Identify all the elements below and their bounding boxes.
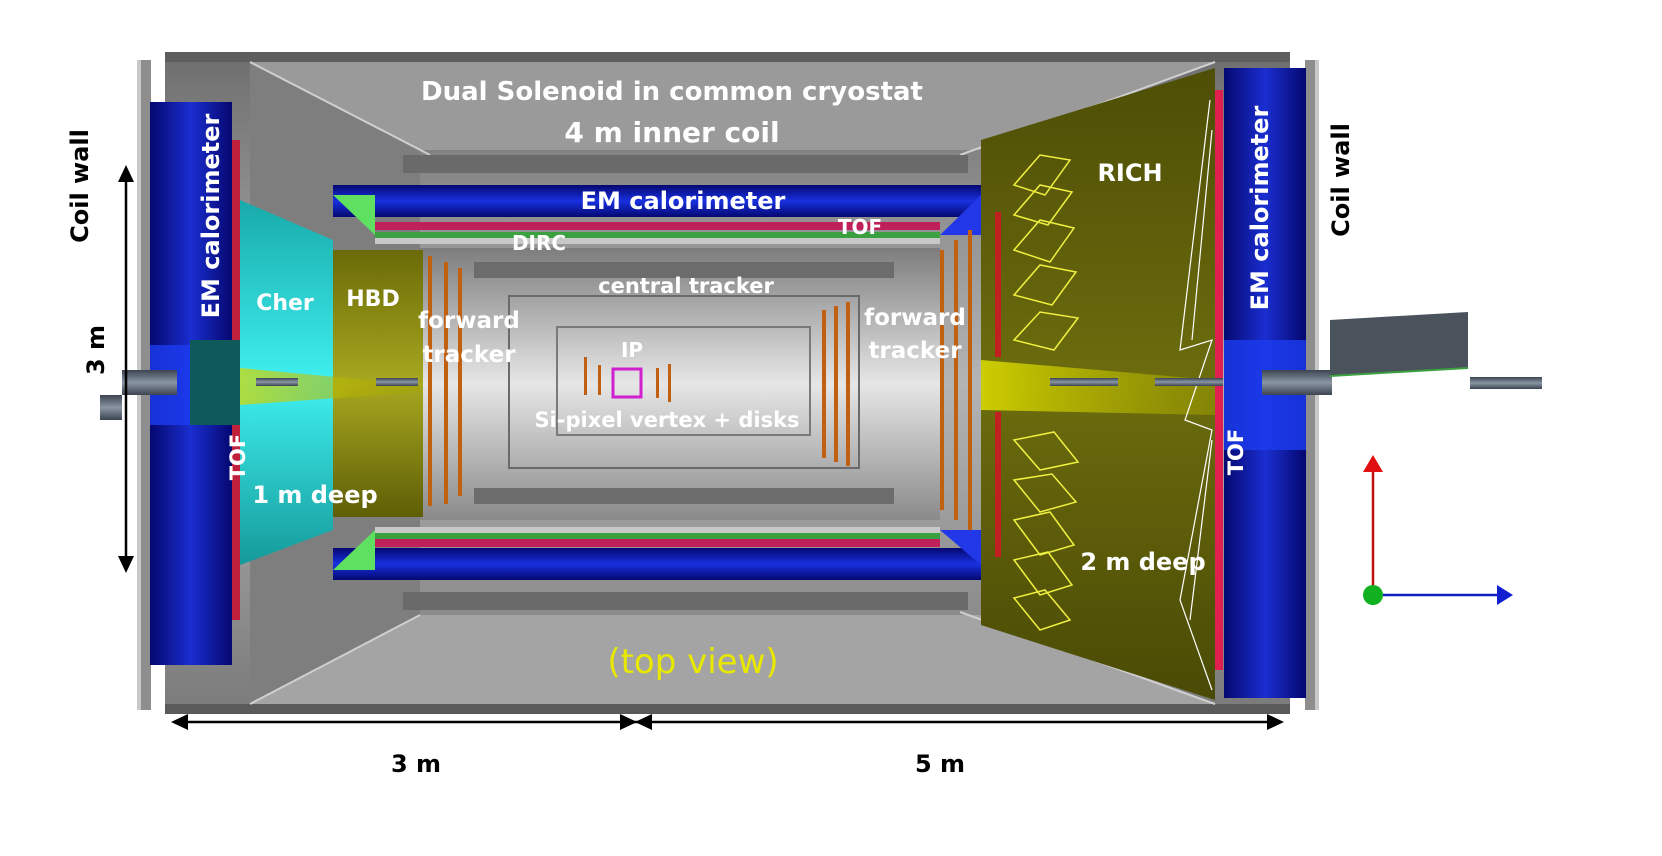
si-pixel-vertex [584, 357, 671, 402]
inner-cherenkov-block [190, 340, 240, 425]
dirc-label: DIRC [512, 231, 566, 255]
central-tracker-label: central tracker [598, 274, 774, 298]
em-calorimeter-right-label: EM calorimeter [1246, 105, 1274, 310]
one-m-deep-label: 1 m deep [252, 481, 377, 509]
forward-tracker-left-discs [428, 256, 462, 506]
inner-volume [420, 248, 940, 520]
dirc-bar-bottom [474, 488, 894, 504]
em-calorimeter-left-label: EM calorimeter [197, 113, 225, 318]
beam-pipe [100, 312, 1542, 420]
tof-top-label: TOF [838, 215, 882, 239]
forward-tracker-right-label-1: forward [864, 305, 966, 331]
central-tracker-box [508, 295, 860, 469]
si-pixel-label: Si-pixel vertex + disks [534, 408, 799, 432]
two-m-deep-label: 2 m deep [1080, 548, 1205, 576]
length-left-label: 3 m [391, 750, 441, 778]
ip-label: IP [621, 338, 643, 362]
solenoid-label: Dual Solenoid in common cryostat [421, 77, 923, 107]
barrel-tof-dirc [375, 222, 940, 547]
forward-tracker-right-label-2: tracker [868, 338, 962, 364]
top-view-label: (top view) [607, 642, 778, 682]
inner-coil-label: 4 m inner coil [564, 116, 779, 149]
coil-wall-right-label: Coil wall [1327, 123, 1355, 237]
height-dimension-arrow [118, 165, 134, 573]
rich-label: RICH [1097, 159, 1162, 187]
height-dimension-label: 3 m [82, 325, 110, 375]
tof-right-label: TOF [1224, 429, 1248, 476]
length-dimension-arrow [171, 714, 1284, 730]
barrel-em-calorimeter [333, 185, 981, 580]
length-right-label: 5 m [915, 750, 965, 778]
axis-triad [1363, 455, 1513, 605]
cher-label: Cher [256, 291, 314, 316]
coil-wall-left-label: Coil wall [66, 129, 94, 243]
barrel-em-calorimeter-label: EM calorimeter [581, 187, 786, 215]
forward-tracker-left-label-1: forward [418, 308, 520, 334]
tof-left-label: TOF [226, 434, 250, 481]
dirc-bar-top [474, 262, 894, 278]
forward-tracker-right-discs [822, 230, 972, 530]
vertex-box [556, 326, 811, 436]
forward-tracker-left-label-2: tracker [422, 342, 516, 368]
hbd-label: HBD [346, 287, 399, 312]
